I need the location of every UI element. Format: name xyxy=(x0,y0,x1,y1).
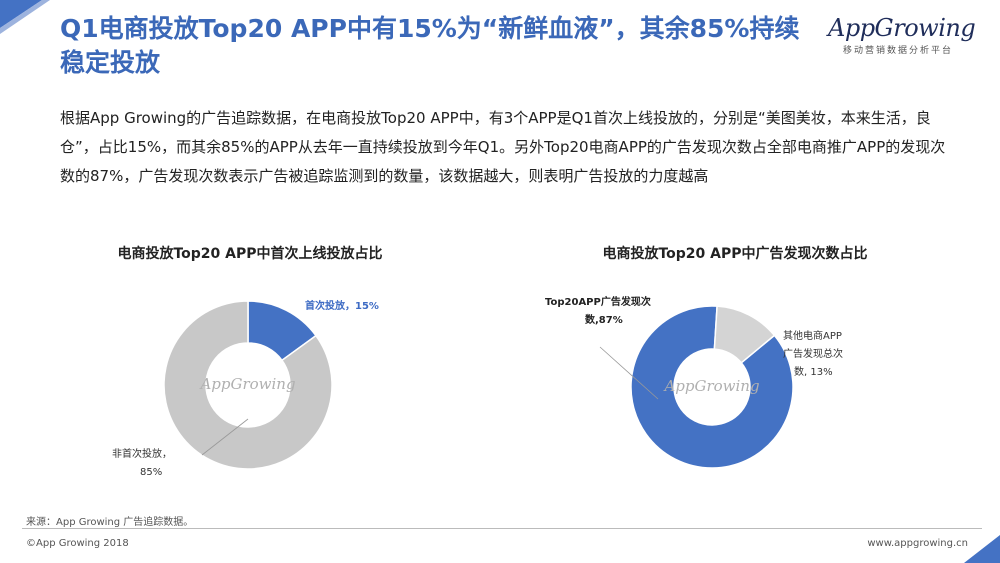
chart-2-slice-other xyxy=(713,305,776,364)
logo-text: AppGrowing xyxy=(828,14,976,42)
chart-1-label-rest-1: 非首次投放， xyxy=(112,447,172,460)
page-title: Q1电商投放Top20 APP中有15%为“新鲜血液”，其余85%持续稳定投放 xyxy=(60,14,800,77)
corner-decoration xyxy=(964,535,1000,563)
chart-1-title: 电商投放Top20 APP中首次上线投放占比 xyxy=(117,246,383,262)
chart-1-slice-rest xyxy=(163,300,333,470)
description-text: 根据App Growing的广告追踪数据，在电商投放Top20 APP中，有3个… xyxy=(60,109,946,185)
chart-2-label-other-3: 数, 13% xyxy=(794,365,833,378)
brand-logo: AppGrowing 移动营销数据分析平台 xyxy=(828,14,976,56)
corner-decoration xyxy=(0,0,50,34)
chart-2-donut: AppGrowing Top20APP广告发现次 数,87% 其他电商APP 广… xyxy=(545,295,843,469)
chart-2-label-top20-2: 数,87% xyxy=(585,313,623,326)
chart-2-label-top20-1: Top20APP广告发现次 xyxy=(545,295,651,308)
chart-1-donut: AppGrowing 首次投放，15% 非首次投放， 85% xyxy=(112,299,379,478)
copyright-text: ©App Growing 2018 xyxy=(26,538,129,549)
website-link[interactable]: www.appgrowing.cn xyxy=(867,538,968,549)
footer-divider xyxy=(22,528,982,529)
chart-2-watermark: AppGrowing xyxy=(662,377,759,395)
chart-1-label-first: 首次投放，15% xyxy=(305,299,379,312)
chart-1-label-rest-2: 85% xyxy=(140,467,162,478)
chart-2-title: 电商投放Top20 APP中广告发现次数占比 xyxy=(602,246,868,262)
chart-2-label-other-2: 广告发现总次 xyxy=(783,347,843,360)
chart-1-watermark: AppGrowing xyxy=(198,375,295,393)
chart-2-slice-top20 xyxy=(630,305,794,469)
logo-subtitle: 移动营销数据分析平台 xyxy=(842,46,953,56)
source-note: 来源：App Growing 广告追踪数据。 xyxy=(26,517,194,528)
chart-2-label-other-1: 其他电商APP xyxy=(783,329,842,342)
